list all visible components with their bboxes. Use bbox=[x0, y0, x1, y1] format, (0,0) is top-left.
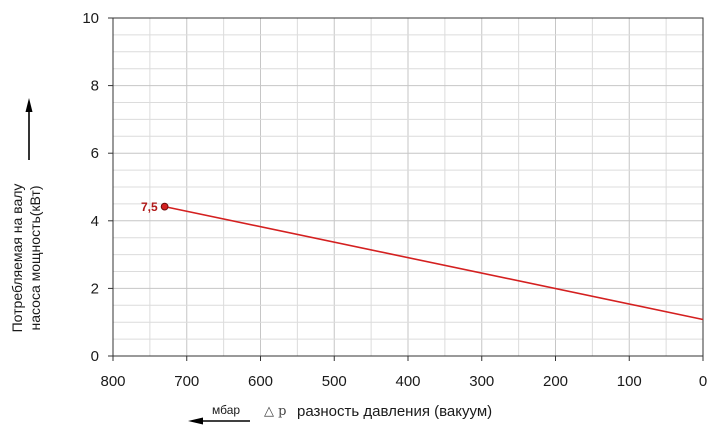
y-axis-label-line1: Потребляемая на валу bbox=[9, 184, 25, 333]
x-tick-label: 500 bbox=[322, 373, 347, 390]
x-tick-label: 300 bbox=[469, 373, 494, 390]
y-tick-label: 0 bbox=[91, 348, 99, 365]
series: 7,5 bbox=[141, 200, 704, 321]
x-tick-label: 400 bbox=[395, 373, 420, 390]
x-tick-label: 0 bbox=[699, 373, 707, 390]
x-tick-label: 700 bbox=[174, 373, 199, 390]
y-tick-label: 8 bbox=[91, 78, 99, 95]
x-axis-label: разность давления (вакуум) bbox=[297, 403, 492, 420]
x-axis-arrow bbox=[188, 417, 250, 425]
y-axis-arrow bbox=[25, 98, 33, 160]
x-unit-label: мбар bbox=[212, 403, 240, 417]
ticks: 800 700 600 500 400 300 200 100 0 0 2 4 6 8 10 bbox=[82, 10, 707, 390]
data-point-label: 7,5 bbox=[141, 200, 158, 214]
x-tick-label: 600 bbox=[248, 373, 273, 390]
x-tick-label: 800 bbox=[100, 373, 125, 390]
delta-p-symbol: △ p bbox=[264, 404, 286, 419]
series-line bbox=[164, 205, 704, 321]
grid bbox=[113, 18, 703, 356]
y-tick-label: 6 bbox=[91, 145, 99, 162]
y-tick-label: 10 bbox=[82, 10, 99, 27]
data-point-marker bbox=[160, 202, 169, 211]
x-tick-label: 100 bbox=[617, 373, 642, 390]
y-axis-label-line2: насоса мощность(кВт) bbox=[27, 185, 43, 330]
y-tick-label: 4 bbox=[91, 213, 99, 230]
y-tick-label: 2 bbox=[91, 280, 99, 297]
x-tick-label: 200 bbox=[543, 373, 568, 390]
